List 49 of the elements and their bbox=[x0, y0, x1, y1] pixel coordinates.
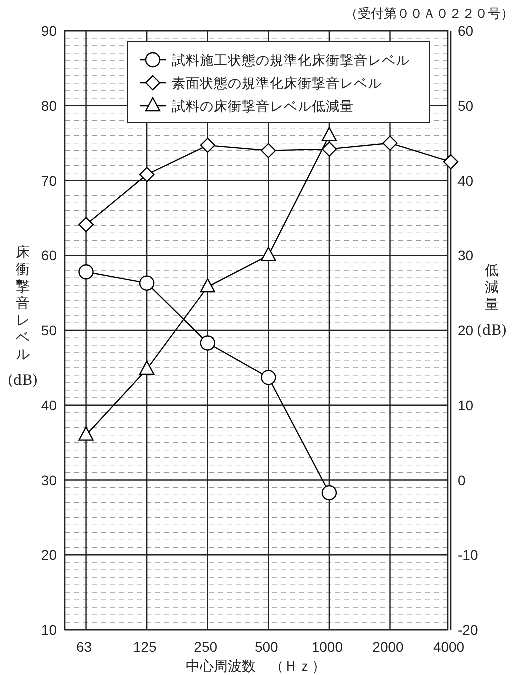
point bbox=[139, 360, 155, 376]
y2-tick-label: 20 bbox=[458, 322, 474, 338]
y-tick-label: 10 bbox=[41, 622, 58, 638]
x-axis-title: 中心周波数 （Ｈｚ） bbox=[186, 659, 326, 675]
point bbox=[322, 127, 338, 142]
y-tick-label: 20 bbox=[41, 547, 58, 564]
y2-tick-label: 30 bbox=[458, 248, 474, 264]
x-tick-label: 63 bbox=[76, 639, 92, 655]
y-axis-title: 床衝撃音レベル(dB) bbox=[8, 245, 38, 389]
x-tick-label: 2000 bbox=[372, 639, 404, 655]
y-tick-label: 80 bbox=[41, 98, 58, 114]
point bbox=[261, 370, 276, 386]
point bbox=[382, 136, 398, 151]
point bbox=[322, 142, 338, 157]
y2-tick-label: 60 bbox=[458, 23, 474, 39]
point bbox=[78, 426, 94, 441]
x-tick-label: 500 bbox=[254, 639, 279, 655]
y2-tick-label: -20 bbox=[458, 622, 478, 638]
point bbox=[322, 485, 338, 501]
x-tick-label: 125 bbox=[133, 639, 157, 655]
y2-tick-label: -10 bbox=[458, 547, 478, 564]
point bbox=[139, 276, 155, 291]
x-tick-label: 4000 bbox=[433, 639, 465, 655]
y2-tick-label: 0 bbox=[458, 472, 466, 488]
text: （受付第００Ａ０２２０号） bbox=[345, 7, 514, 22]
y-tick-label: 50 bbox=[41, 322, 58, 338]
y-tick-label: 40 bbox=[41, 397, 58, 414]
legend-label: 素面状態の規準化床衝撃音レベル bbox=[172, 76, 382, 92]
x-tick-label: 250 bbox=[194, 639, 218, 655]
y2-tick-label: 40 bbox=[458, 172, 474, 189]
y-tick-label: 60 bbox=[41, 248, 58, 264]
y-tick-label: 70 bbox=[41, 172, 58, 189]
y-tick-label: 30 bbox=[41, 472, 58, 488]
point bbox=[78, 264, 94, 280]
legend-label: 試料施工状態の規準化床衝撃音レベル bbox=[172, 53, 410, 69]
point bbox=[78, 217, 94, 233]
point bbox=[200, 278, 216, 293]
x-tick-label: 1000 bbox=[312, 639, 344, 655]
point bbox=[443, 154, 459, 170]
point bbox=[261, 143, 276, 158]
point bbox=[261, 247, 276, 262]
y-tick-label: 90 bbox=[41, 23, 58, 39]
point bbox=[200, 138, 216, 154]
y2-axis-title: 低減量(dB) bbox=[476, 263, 508, 339]
point bbox=[200, 336, 216, 351]
y2-tick-label: 50 bbox=[458, 98, 474, 114]
legend-label: 試料の床衝撃音レベル低減量 bbox=[172, 99, 354, 115]
point bbox=[139, 167, 155, 182]
y2-tick-label: 10 bbox=[458, 397, 474, 414]
